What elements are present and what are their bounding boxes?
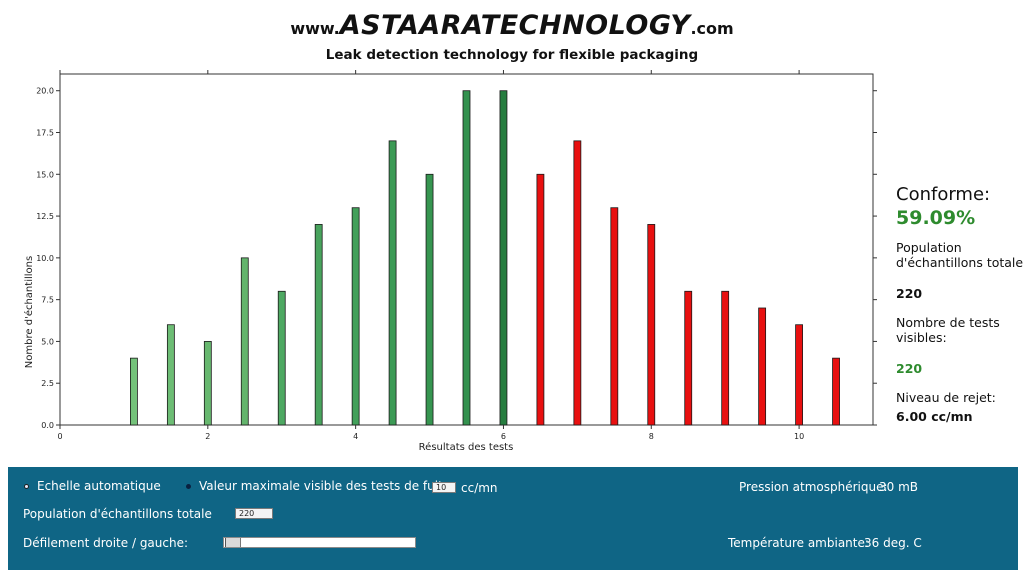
visible-tests-value: 220: [896, 361, 923, 376]
header: www.ASTAARATECHNOLOGY.com Leak detection…: [0, 8, 1024, 63]
logo: www.ASTAARATECHNOLOGY.com: [0, 8, 1024, 47]
logo-main: ASTAARATECHNOLOGY: [340, 10, 691, 41]
reject-level-label: Niveau de rejet:: [896, 390, 996, 405]
y-tick-label: 2.5: [41, 379, 54, 388]
auto-scale-label: Echelle automatique: [37, 479, 161, 493]
max-value-unit: cc/mn: [461, 481, 498, 495]
population-input[interactable]: [235, 508, 273, 519]
auto-scale-option[interactable]: Echelle automatique: [24, 479, 161, 493]
x-axis-label: Résultats des tests: [419, 441, 514, 453]
chart-bar: [758, 307, 767, 426]
logo-prefix: www.: [290, 19, 340, 38]
x-tick-label: 8: [649, 432, 654, 441]
visible-tests-label: Nombre de tests visibles:: [896, 315, 1000, 345]
x-tick-label: 2: [205, 432, 210, 441]
scroll-slider[interactable]: [223, 537, 416, 548]
chart-bar: [130, 357, 138, 426]
x-tick-label: 10: [794, 432, 804, 441]
y-tick-label: 10.0: [36, 254, 54, 263]
conforme-value: 59.09%: [896, 207, 976, 229]
max-value-input[interactable]: [432, 482, 456, 493]
chart-bar: [610, 207, 619, 426]
max-value-label: Valeur maximale visible des tests de fui…: [199, 479, 455, 493]
y-tick-label: 12.5: [36, 212, 54, 221]
x-tick-label: 0: [57, 432, 62, 441]
chart-ticks: 0 2 4 6 8 10 0.0 2.5 5.0 7.5 10.0 12.5 15.0 17.5 20.0: [36, 70, 877, 441]
population-value: 220: [896, 286, 923, 301]
chart-bar: [684, 290, 693, 426]
chart-bar: [536, 173, 545, 426]
chart-bar: [462, 90, 471, 426]
chart-bar: [832, 357, 840, 426]
chart-bar: [499, 90, 508, 426]
y-tick-label: 17.5: [36, 129, 54, 138]
stats-panel: Conforme: 59.09% Population d'échantillo…: [896, 184, 1024, 438]
tagline: Leak detection technology for flexible p…: [325, 47, 699, 63]
chart-bar: [203, 341, 212, 426]
y-tick-label: 7.5: [41, 296, 54, 305]
y-axis-label: Nombre d'échantillons: [23, 256, 35, 368]
histogram-chart: 0 2 4 6 8 100.02.55.07.510.012.515.017.520.0 …: [23, 70, 877, 453]
y-tick-label: 15.0: [36, 170, 54, 179]
chart-bar: [425, 173, 434, 426]
temperature-label: Température ambiante:: [728, 536, 869, 550]
chart-bars: [130, 90, 840, 426]
y-tick-label: 20.0: [36, 87, 54, 96]
logo-tld: .com: [690, 19, 734, 38]
temperature-value: 36 deg. C: [864, 536, 922, 550]
chart-bar: [573, 140, 582, 426]
chart-bar: [351, 207, 360, 426]
chart-bar: [721, 290, 730, 426]
auto-scale-radio[interactable]: [24, 484, 29, 489]
x-tick-label: 6: [501, 432, 506, 441]
chart-bar: [388, 140, 397, 426]
chart-bar: [277, 290, 286, 426]
population-control-label: Population d'échantillons totale: [23, 507, 212, 521]
chart-bar: [166, 324, 175, 426]
chart-bar: [240, 257, 249, 426]
population-label: Population d'échantillons totale: [896, 240, 1024, 270]
conforme-label: Conforme:: [896, 184, 991, 205]
y-tick-label: 5.0: [41, 337, 54, 346]
y-tick-label: 0.0: [41, 421, 54, 430]
pressure-value: 30 mB: [879, 480, 919, 494]
logo-main-text: ASTAARA: [339, 10, 481, 41]
max-value-option[interactable]: Valeur maximale visible des tests de fui…: [186, 479, 454, 493]
pressure-label: Pression atmosphérique:: [739, 480, 888, 494]
chart-bar: [314, 224, 323, 426]
scroll-slider-thumb[interactable]: [225, 538, 241, 547]
logo-suffix-text: TECHNOLOGY: [480, 10, 691, 41]
x-tick-label: 4: [353, 432, 358, 441]
reject-level-value: 6.00 cc/mn: [896, 409, 973, 424]
chart-bar: [795, 324, 803, 426]
max-value-radio[interactable]: [186, 484, 191, 489]
control-panel: Echelle automatique Valeur maximale visi…: [8, 467, 1018, 570]
scroll-label: Défilement droite / gauche:: [23, 536, 189, 550]
chart-bar: [647, 224, 656, 426]
